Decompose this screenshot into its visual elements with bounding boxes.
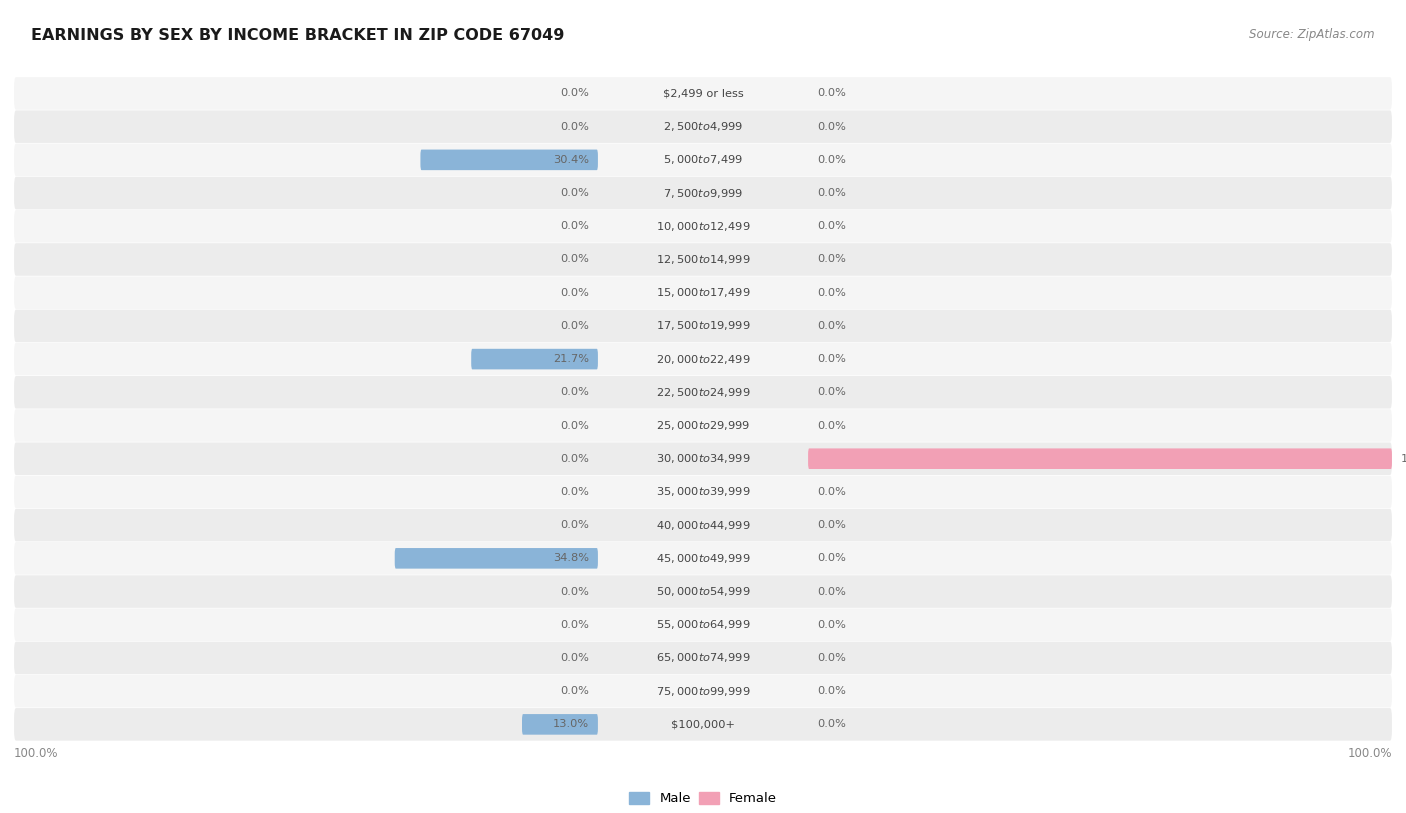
Text: 0.0%: 0.0% xyxy=(817,720,846,729)
Text: 0.0%: 0.0% xyxy=(817,154,846,165)
FancyBboxPatch shape xyxy=(14,310,1392,342)
FancyBboxPatch shape xyxy=(14,77,1392,110)
Text: $20,000 to $22,499: $20,000 to $22,499 xyxy=(655,353,751,366)
Text: 0.0%: 0.0% xyxy=(560,188,589,198)
Text: 21.7%: 21.7% xyxy=(553,354,589,364)
Text: 0.0%: 0.0% xyxy=(817,586,846,597)
Text: $30,000 to $34,999: $30,000 to $34,999 xyxy=(655,452,751,465)
Text: 100.0%: 100.0% xyxy=(1400,454,1406,463)
Text: 0.0%: 0.0% xyxy=(560,321,589,331)
FancyBboxPatch shape xyxy=(14,442,1392,475)
FancyBboxPatch shape xyxy=(420,150,598,170)
FancyBboxPatch shape xyxy=(14,608,1392,641)
FancyBboxPatch shape xyxy=(14,675,1392,707)
Text: 0.0%: 0.0% xyxy=(817,686,846,696)
Text: 0.0%: 0.0% xyxy=(817,420,846,431)
Text: $100,000+: $100,000+ xyxy=(671,720,735,729)
Text: 0.0%: 0.0% xyxy=(560,686,589,696)
Text: 0.0%: 0.0% xyxy=(817,188,846,198)
FancyBboxPatch shape xyxy=(522,714,598,735)
Text: 13.0%: 13.0% xyxy=(553,720,589,729)
Text: 0.0%: 0.0% xyxy=(560,387,589,398)
Text: 0.0%: 0.0% xyxy=(560,454,589,463)
FancyBboxPatch shape xyxy=(14,176,1392,209)
FancyBboxPatch shape xyxy=(14,111,1392,143)
Text: $50,000 to $54,999: $50,000 to $54,999 xyxy=(655,585,751,598)
Text: $2,499 or less: $2,499 or less xyxy=(662,89,744,98)
Text: 34.8%: 34.8% xyxy=(553,554,589,563)
FancyBboxPatch shape xyxy=(14,210,1392,242)
Text: 0.0%: 0.0% xyxy=(817,354,846,364)
Text: 0.0%: 0.0% xyxy=(560,221,589,231)
Text: 0.0%: 0.0% xyxy=(560,288,589,298)
Text: 0.0%: 0.0% xyxy=(817,520,846,530)
FancyBboxPatch shape xyxy=(14,542,1392,575)
Text: 0.0%: 0.0% xyxy=(560,520,589,530)
Text: 0.0%: 0.0% xyxy=(817,321,846,331)
Text: $10,000 to $12,499: $10,000 to $12,499 xyxy=(655,220,751,233)
Text: 0.0%: 0.0% xyxy=(817,288,846,298)
Text: $35,000 to $39,999: $35,000 to $39,999 xyxy=(655,485,751,498)
Text: 0.0%: 0.0% xyxy=(560,122,589,132)
FancyBboxPatch shape xyxy=(14,409,1392,441)
FancyBboxPatch shape xyxy=(14,376,1392,409)
Text: 0.0%: 0.0% xyxy=(817,89,846,98)
Text: $17,500 to $19,999: $17,500 to $19,999 xyxy=(655,320,751,333)
Text: $5,000 to $7,499: $5,000 to $7,499 xyxy=(664,154,742,167)
FancyBboxPatch shape xyxy=(14,276,1392,309)
FancyBboxPatch shape xyxy=(14,708,1392,741)
Text: $40,000 to $44,999: $40,000 to $44,999 xyxy=(655,519,751,532)
FancyBboxPatch shape xyxy=(14,641,1392,674)
Text: 0.0%: 0.0% xyxy=(560,89,589,98)
Text: 0.0%: 0.0% xyxy=(817,620,846,630)
Text: $75,000 to $99,999: $75,000 to $99,999 xyxy=(655,685,751,698)
Text: 0.0%: 0.0% xyxy=(560,254,589,264)
Text: $25,000 to $29,999: $25,000 to $29,999 xyxy=(655,419,751,432)
Text: 0.0%: 0.0% xyxy=(560,586,589,597)
FancyBboxPatch shape xyxy=(808,449,1392,469)
Text: 0.0%: 0.0% xyxy=(560,653,589,663)
Text: 0.0%: 0.0% xyxy=(817,122,846,132)
Text: 0.0%: 0.0% xyxy=(817,653,846,663)
Text: 0.0%: 0.0% xyxy=(817,554,846,563)
Text: 0.0%: 0.0% xyxy=(817,387,846,398)
Text: 0.0%: 0.0% xyxy=(560,487,589,497)
Text: 100.0%: 100.0% xyxy=(14,747,59,760)
Text: $12,500 to $14,999: $12,500 to $14,999 xyxy=(655,253,751,266)
FancyBboxPatch shape xyxy=(14,576,1392,608)
Text: 100.0%: 100.0% xyxy=(1347,747,1392,760)
Text: 0.0%: 0.0% xyxy=(817,254,846,264)
Text: $15,000 to $17,499: $15,000 to $17,499 xyxy=(655,286,751,299)
Text: Source: ZipAtlas.com: Source: ZipAtlas.com xyxy=(1250,28,1375,41)
Text: $45,000 to $49,999: $45,000 to $49,999 xyxy=(655,552,751,565)
Text: $2,500 to $4,999: $2,500 to $4,999 xyxy=(664,120,742,133)
FancyBboxPatch shape xyxy=(14,144,1392,176)
Text: $55,000 to $64,999: $55,000 to $64,999 xyxy=(655,618,751,631)
Text: $7,500 to $9,999: $7,500 to $9,999 xyxy=(664,186,742,199)
FancyBboxPatch shape xyxy=(14,509,1392,541)
Text: 30.4%: 30.4% xyxy=(553,154,589,165)
FancyBboxPatch shape xyxy=(14,343,1392,376)
Text: $65,000 to $74,999: $65,000 to $74,999 xyxy=(655,651,751,664)
Text: EARNINGS BY SEX BY INCOME BRACKET IN ZIP CODE 67049: EARNINGS BY SEX BY INCOME BRACKET IN ZIP… xyxy=(31,28,564,43)
Text: 0.0%: 0.0% xyxy=(560,620,589,630)
FancyBboxPatch shape xyxy=(14,243,1392,276)
Text: 0.0%: 0.0% xyxy=(817,221,846,231)
Text: $22,500 to $24,999: $22,500 to $24,999 xyxy=(655,386,751,399)
FancyBboxPatch shape xyxy=(471,349,598,369)
FancyBboxPatch shape xyxy=(14,476,1392,508)
FancyBboxPatch shape xyxy=(395,548,598,568)
Text: 0.0%: 0.0% xyxy=(560,420,589,431)
Legend: Male, Female: Male, Female xyxy=(624,787,782,811)
Text: 0.0%: 0.0% xyxy=(817,487,846,497)
